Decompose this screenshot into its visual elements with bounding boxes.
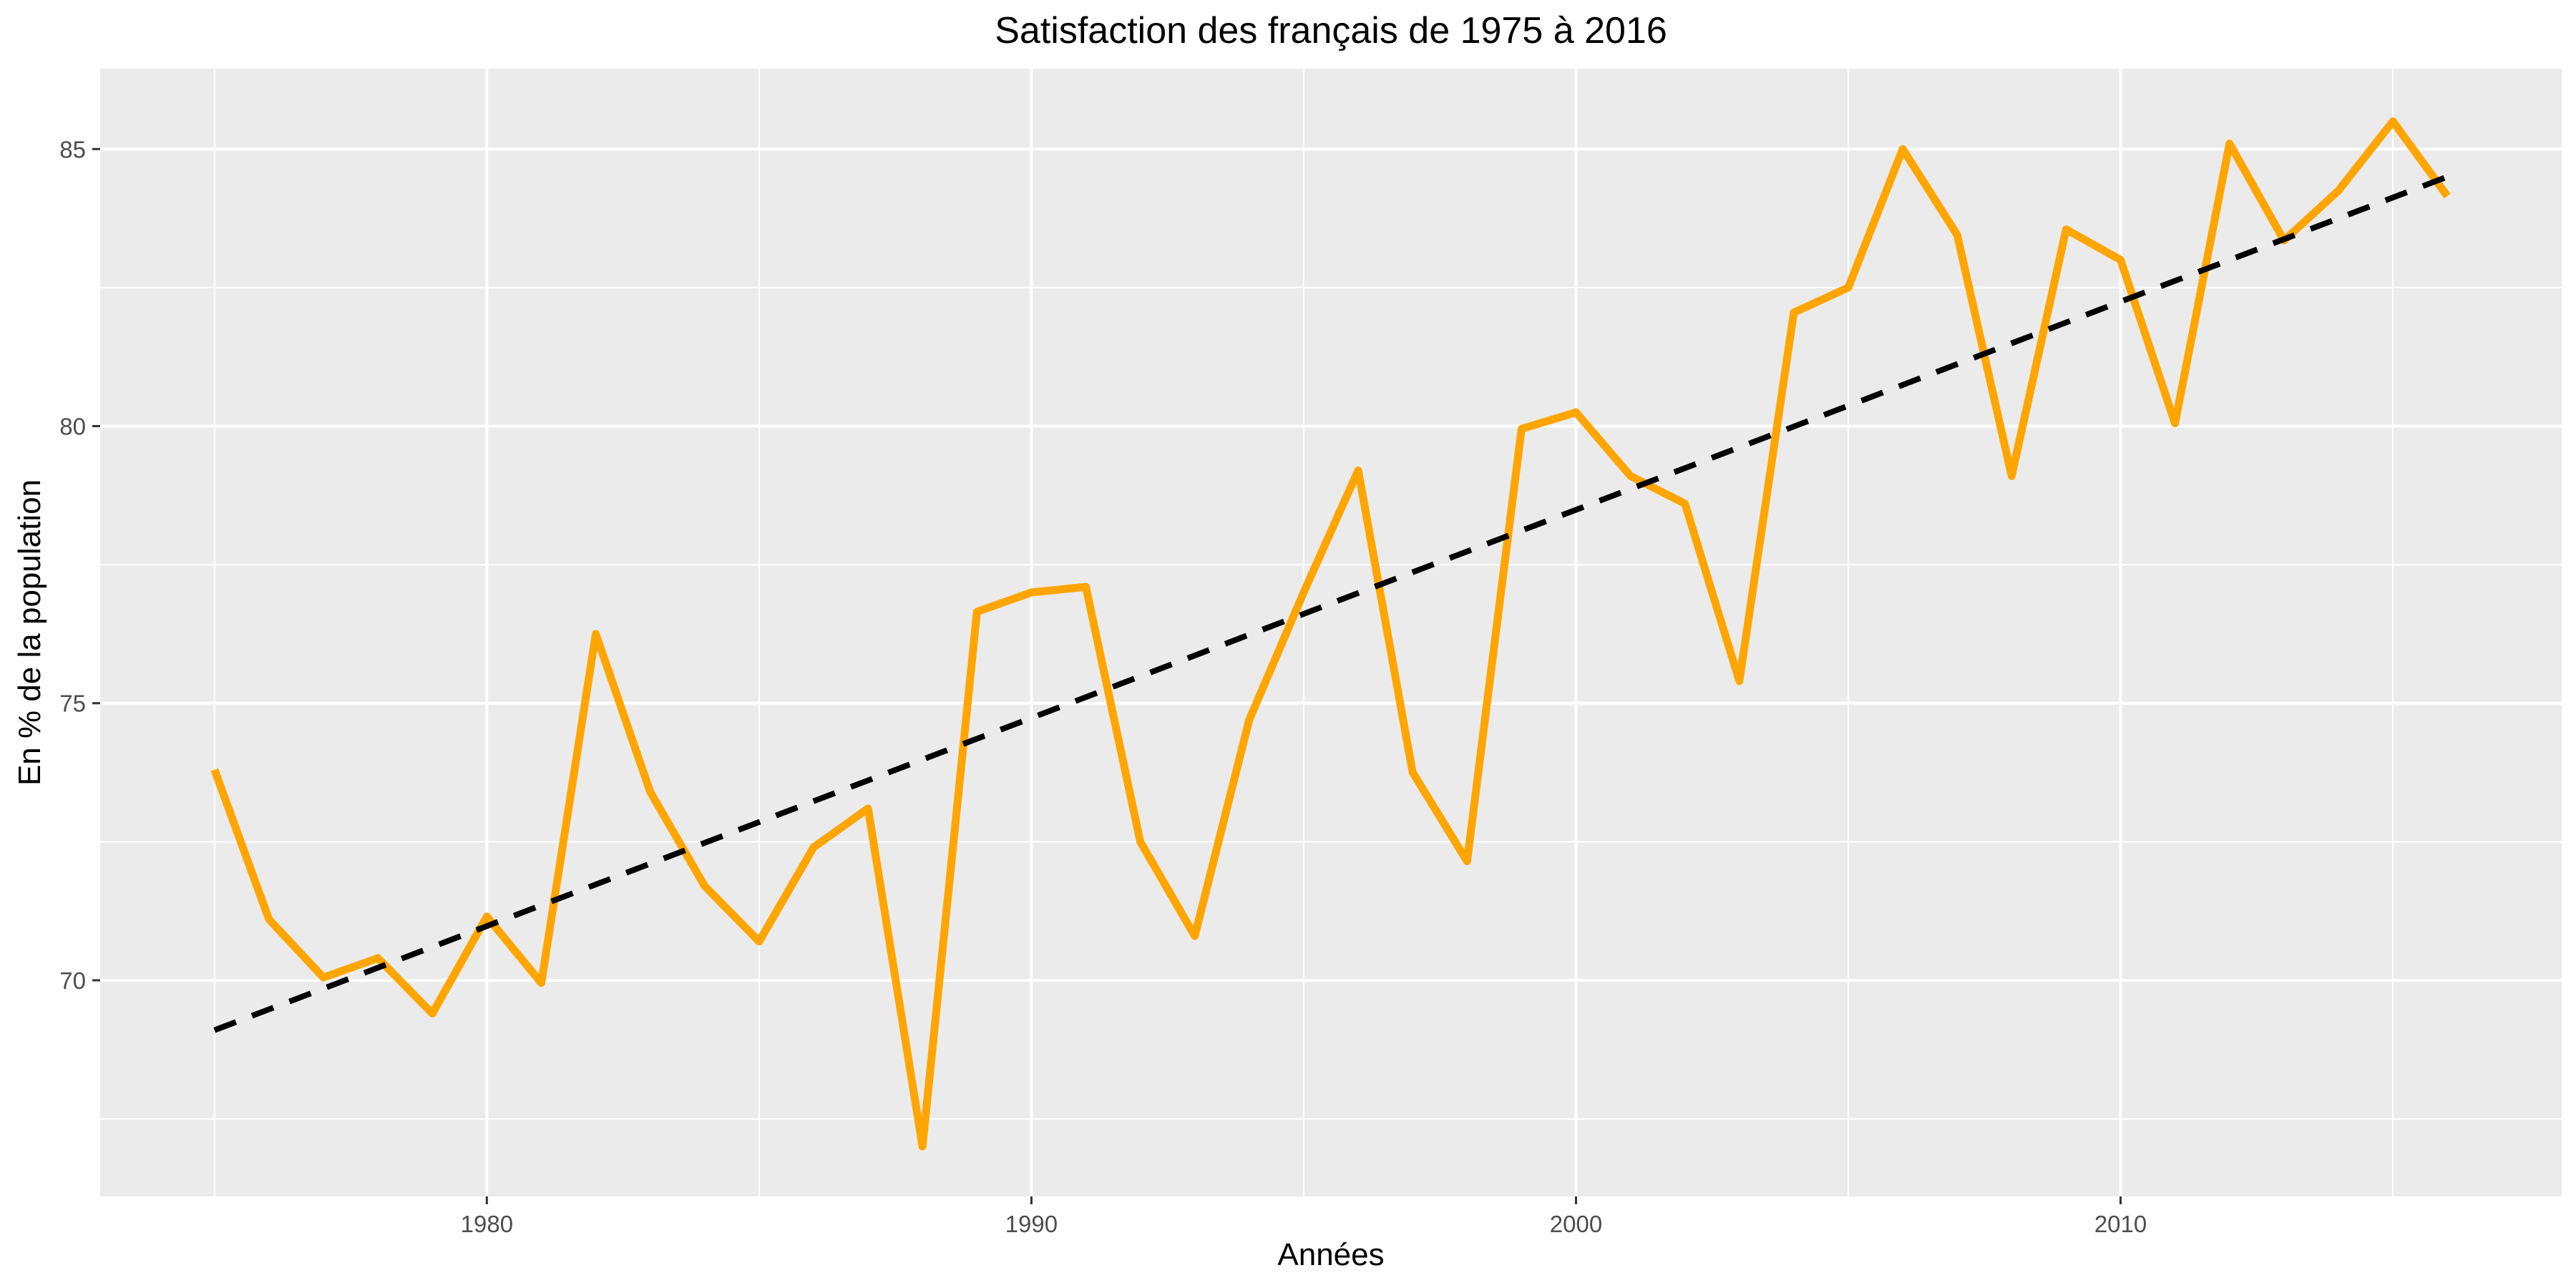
series-point <box>2226 140 2233 147</box>
series-point <box>864 805 872 812</box>
series-layer <box>210 117 2451 1151</box>
y-tick-label: 70 <box>59 967 86 994</box>
series-point <box>1028 589 1035 596</box>
series-point <box>483 913 490 920</box>
series-point <box>1463 857 1470 864</box>
series-point <box>2335 187 2342 194</box>
series-point <box>1845 284 1852 291</box>
series-point <box>429 1010 436 1017</box>
series-point <box>701 882 708 889</box>
series-point <box>1682 500 1689 507</box>
series-point <box>1246 716 1253 723</box>
x-tick-label: 1990 <box>1005 1211 1058 1237</box>
y-tick-label: 85 <box>59 136 86 162</box>
x-tick-label: 2010 <box>2094 1211 2147 1237</box>
major-gridlines <box>100 69 2562 1196</box>
series-point <box>1572 409 1579 416</box>
y-axis: 70 75 80 85 <box>59 136 100 994</box>
series-point <box>810 844 817 851</box>
y-tick-label: 75 <box>59 691 86 717</box>
series-point <box>973 608 980 615</box>
x-tick-label: 2000 <box>1550 1211 1602 1237</box>
series-point <box>2389 118 2396 125</box>
series-point <box>2117 256 2124 263</box>
series-point <box>1409 769 1416 776</box>
y-axis-title: En % de la population <box>12 479 47 786</box>
series-point <box>320 974 327 981</box>
series-point <box>1355 467 1362 474</box>
satisfaction-series-line <box>210 117 2451 1151</box>
series-point <box>2444 192 2451 200</box>
plot-panel <box>100 69 2562 1196</box>
series-point <box>2008 472 2015 479</box>
series-point <box>756 938 763 945</box>
series-point <box>1953 231 1961 238</box>
series-point <box>647 789 654 796</box>
series-point <box>537 980 545 987</box>
series-point <box>1300 589 1307 596</box>
series-point <box>1083 583 1090 590</box>
series-point <box>265 916 273 923</box>
series-point <box>374 955 381 962</box>
series-point <box>2172 420 2179 427</box>
series-point <box>1790 309 1797 316</box>
series-point <box>1137 838 1144 845</box>
series-point <box>2062 226 2069 233</box>
series-point <box>1899 145 1906 152</box>
series-point <box>919 1143 926 1150</box>
x-axis-title: Années <box>1277 1237 1384 1272</box>
series-point <box>592 630 600 638</box>
chart-title: Satisfaction des français de 1975 à 2016 <box>995 10 1667 52</box>
series-point <box>1191 932 1199 940</box>
series-point <box>1518 425 1525 432</box>
series-point <box>1627 472 1634 479</box>
x-tick-label: 1980 <box>461 1211 513 1237</box>
minor-gridlines <box>100 69 2562 1196</box>
series-point <box>211 766 218 774</box>
series-point <box>1736 678 1743 685</box>
x-axis: 1980 1990 2000 2010 <box>461 1196 2147 1237</box>
y-tick-label: 80 <box>59 414 86 440</box>
